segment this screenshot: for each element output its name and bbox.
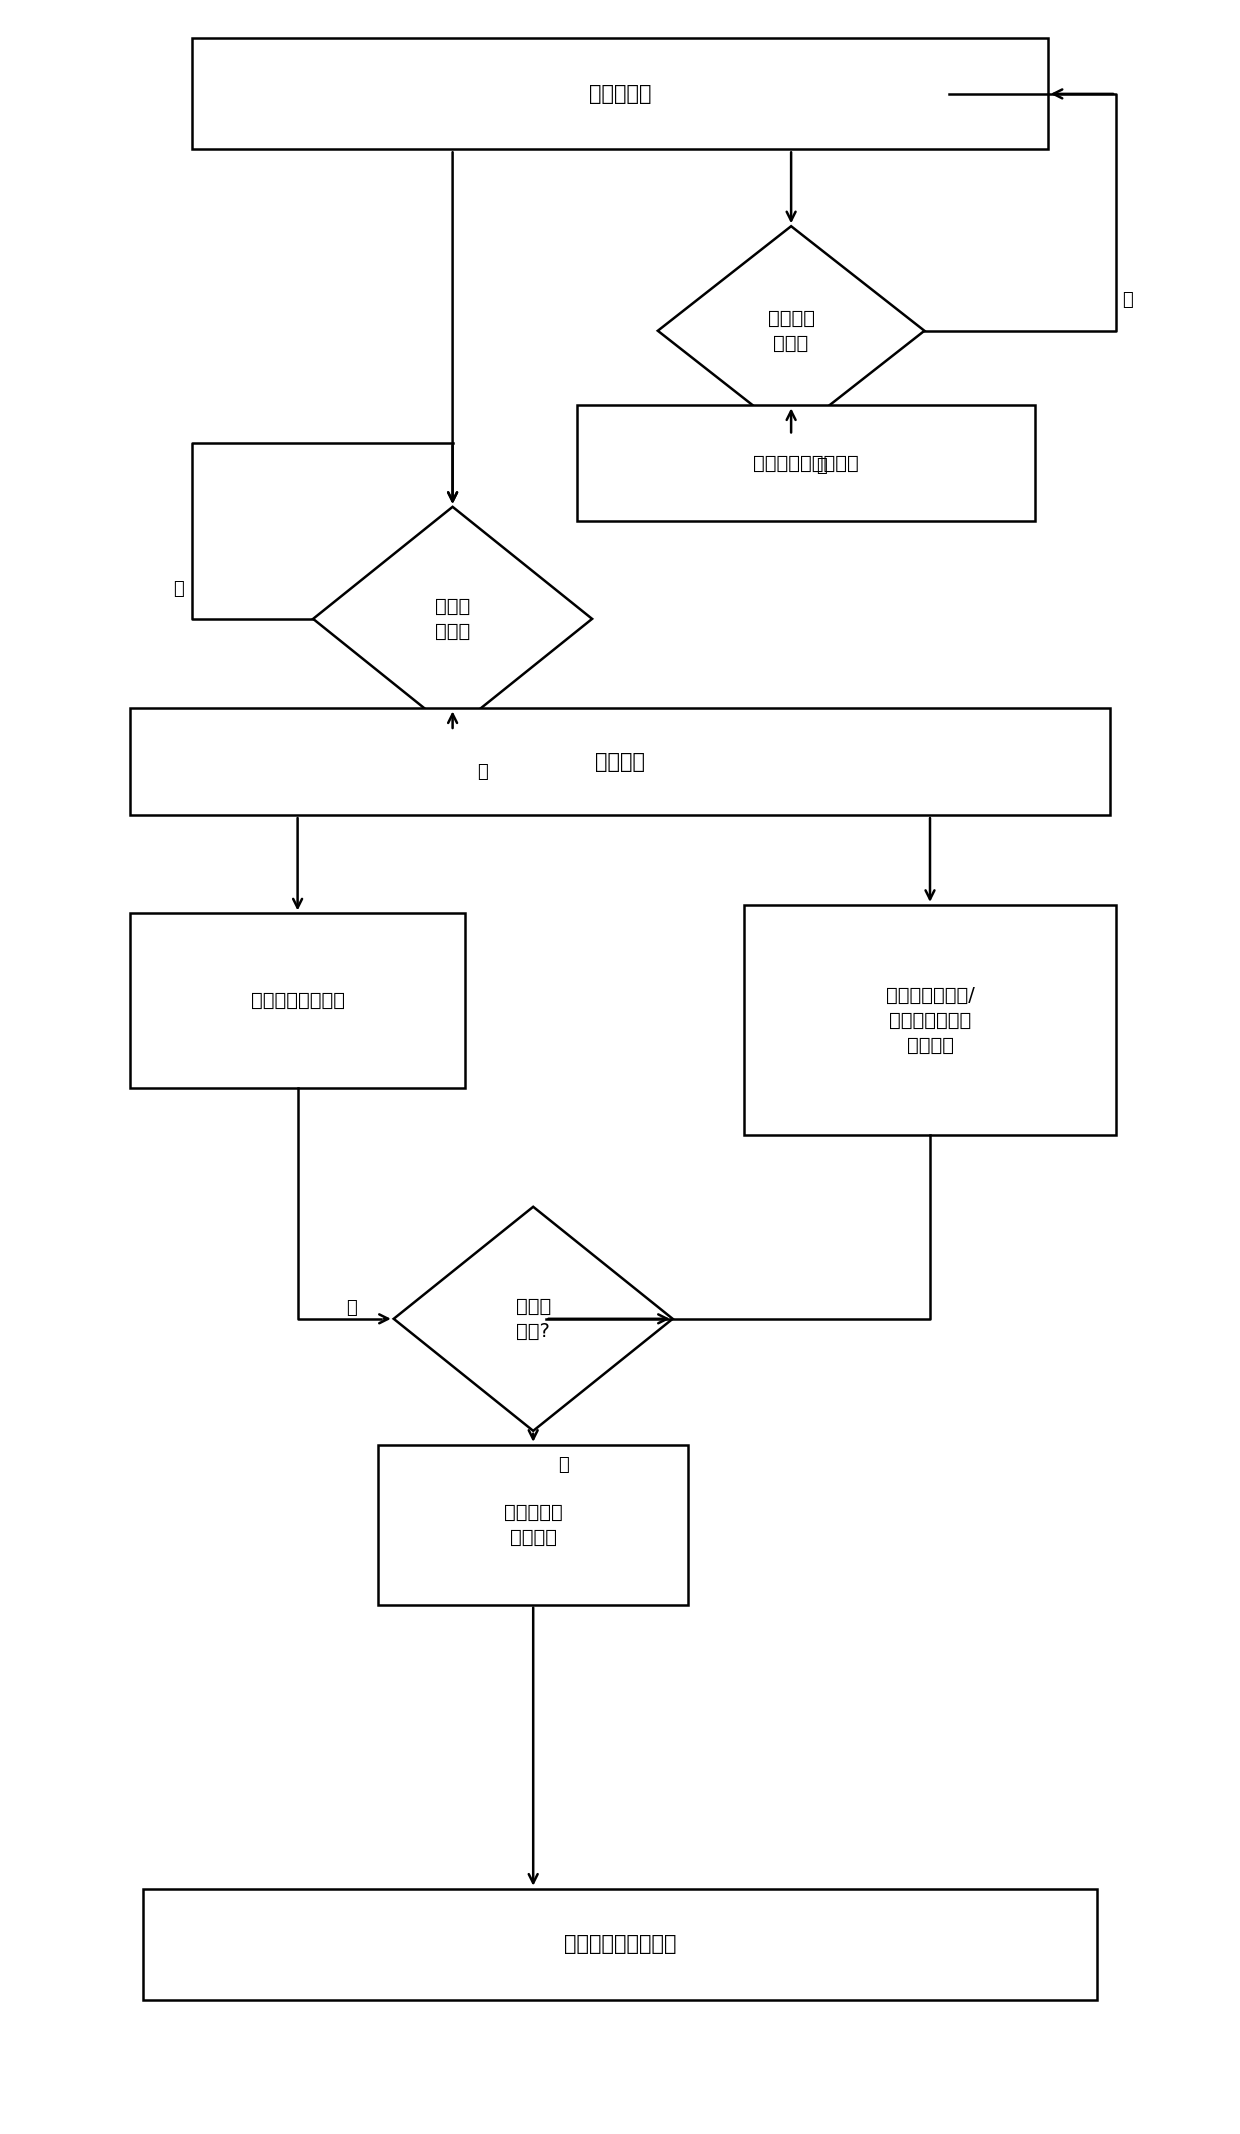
Text: 功能检测，电压/
电流检测，检测
信息显示: 功能检测，电压/ 电流检测，检测 信息显示 [885,986,975,1054]
Bar [143,1889,1097,2000]
Bar [378,1445,688,1605]
Polygon shape [312,508,593,730]
Bar [130,913,465,1088]
Bar [192,38,1048,149]
Text: 自动化产线: 自动化产线 [589,83,651,105]
Text: 检测完
成否?: 检测完 成否? [516,1297,551,1340]
Text: 控制电源模块供电: 控制电源模块供电 [250,992,345,1009]
Text: 是: 是 [816,457,827,474]
Text: 设置被测电路板信息: 设置被测电路板信息 [753,455,859,472]
Text: 否: 否 [346,1300,357,1317]
Text: 是: 是 [477,762,489,781]
Polygon shape [394,1208,672,1430]
Bar [744,905,1116,1135]
Text: 启动检
测信号: 启动检 测信号 [435,598,470,640]
Text: 否: 否 [1122,292,1133,309]
Text: 检测数据发
送给总线: 检测数据发 送给总线 [503,1502,563,1547]
Text: 是: 是 [558,1455,569,1475]
Bar [577,405,1035,521]
Text: 启动检测: 启动检测 [595,751,645,773]
Bar [130,708,1110,815]
Text: 自动化产线通讯总线: 自动化产线通讯总线 [564,1933,676,1955]
Text: 否: 否 [172,580,184,598]
Polygon shape [657,226,925,435]
Text: 电路板种
类设置: 电路板种 类设置 [768,309,815,352]
